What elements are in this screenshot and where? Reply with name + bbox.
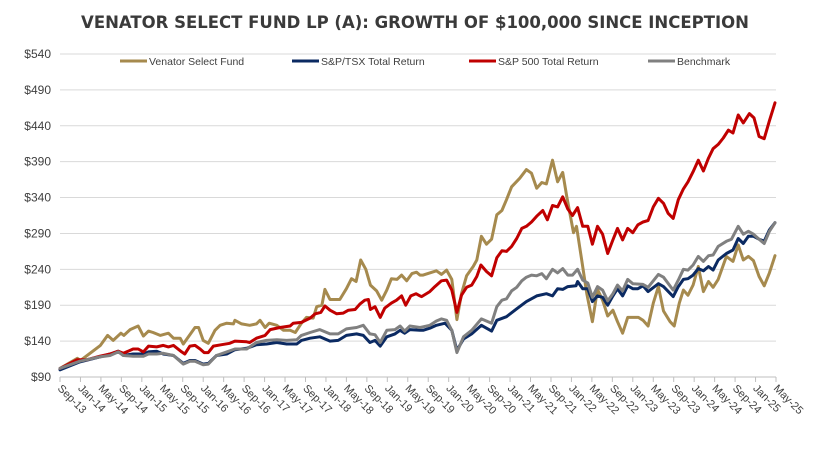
series-line-benchmark (58, 221, 777, 370)
gridlines (60, 53, 776, 342)
chart-title: VENATOR SELECT FUND LP (A): GROWTH OF $1… (81, 13, 749, 32)
x-axis: Sep-13Jan-14May-14Sep-14Jan-15May-15Sep-… (55, 376, 805, 417)
legend-label: Venator Select Fund (149, 56, 244, 68)
series-line-venator-select-fund (58, 158, 777, 370)
legend-item: Venator Select Fund (120, 56, 244, 68)
legend-item: S&P 500 Total Return (469, 56, 599, 68)
y-tick-label: $90 (31, 370, 51, 384)
legend: Venator Select Fund S&P/TSX Total Return S… (120, 56, 731, 68)
y-tick-label: $190 (24, 298, 51, 312)
y-tick-label: $340 (24, 191, 51, 205)
y-axis-labels: $90 $140 $190 $240 $290 $340 $390 $440 $490 $540 (24, 47, 51, 384)
series-line-s-p-500-total-return (58, 101, 777, 370)
y-tick-label: $440 (24, 119, 51, 133)
y-tick-label: $390 (24, 155, 51, 169)
legend-label: S&P 500 Total Return (498, 56, 599, 68)
legend-label: Benchmark (677, 56, 731, 68)
legend-label: S&P/TSX Total Return (321, 56, 425, 68)
y-tick-label: $290 (24, 226, 51, 240)
series-lines (58, 101, 777, 372)
y-tick-label: $490 (24, 83, 51, 97)
legend-item: S&P/TSX Total Return (292, 56, 425, 68)
legend-item: Benchmark (648, 56, 731, 68)
y-tick-label: $140 (24, 334, 51, 348)
y-tick-label: $240 (24, 262, 51, 276)
y-tick-label: $540 (24, 47, 51, 61)
